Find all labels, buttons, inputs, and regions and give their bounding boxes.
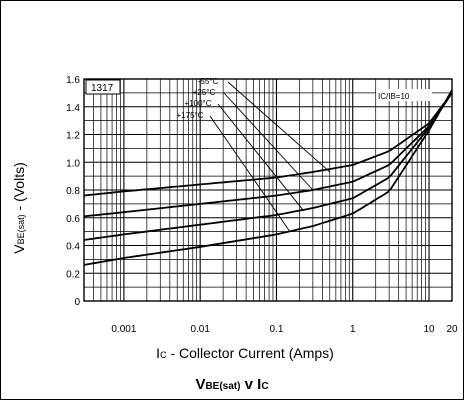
legend: -55°C +25°C +100°C +175°C	[177, 77, 331, 232]
title-mid: v I	[240, 376, 261, 393]
x-axis-label: IC - Collector Current (Amps)	[156, 345, 334, 361]
legend-label: +175°C	[177, 111, 204, 120]
x-label-rest: - Collector Current (Amps)	[167, 345, 334, 361]
legend-leader-line	[223, 92, 314, 191]
series-line	[83, 92, 453, 197]
x-tick-label: 20	[446, 324, 458, 335]
plot-border	[83, 78, 453, 302]
legend-leader-line	[217, 103, 303, 210]
y-tick-label: 1.6	[66, 75, 80, 86]
title-sub-c: C	[261, 381, 268, 392]
y-tick-label: 1.2	[66, 131, 80, 142]
y-label-rest: - (Volts)	[11, 162, 27, 214]
y-tick-label: 0.8	[66, 186, 80, 197]
part-number-box	[85, 79, 121, 95]
y-tick-labels: 0 0.2 0.4 0.6 0.8 1.0 1.2 1.4 1.6	[66, 75, 80, 308]
y-tick-label: 1.4	[66, 103, 80, 114]
y-tick-label: 1.0	[66, 158, 80, 169]
x-tick-label: 0.01	[190, 324, 210, 335]
x-tick-label: 0.001	[111, 324, 136, 335]
legend-leader-line	[227, 81, 331, 173]
part-number: 1317	[91, 83, 114, 94]
legend-label: -55°C	[198, 77, 219, 86]
y-tick-label: 0.6	[66, 214, 80, 225]
x-tick-labels: 0.001 0.01 0.1 1 10 20	[111, 324, 458, 335]
x-tick-label: 1	[350, 324, 356, 335]
x-tick-label: 10	[423, 324, 435, 335]
y-label-v: V	[11, 244, 27, 254]
legend-leader-line	[209, 115, 291, 232]
condition-label: IC/IB=10	[378, 92, 410, 101]
series-line	[83, 92, 453, 218]
chart-title: VBE(sat) v IC	[195, 376, 268, 393]
condition-label-bg	[376, 89, 432, 101]
y-tick-label: 0.2	[66, 269, 80, 280]
y-label-sub: BE(sat)	[16, 214, 26, 244]
x-label-i: I	[156, 345, 160, 361]
y-tick-label: 0	[74, 297, 80, 308]
legend-label: +25°C	[193, 88, 216, 97]
x-label-sub: C	[160, 350, 167, 360]
x-tick-label: 0.1	[270, 324, 284, 335]
series-line	[83, 89, 453, 266]
y-axis-label: VBE(sat) - (Volts)	[11, 162, 27, 253]
title-sub: BE(sat)	[205, 381, 240, 392]
title-v: V	[195, 376, 205, 393]
series-group	[83, 89, 453, 266]
legend-label: +100°C	[185, 99, 212, 108]
series-line	[83, 92, 453, 241]
y-tick-label: 0.4	[66, 242, 80, 253]
